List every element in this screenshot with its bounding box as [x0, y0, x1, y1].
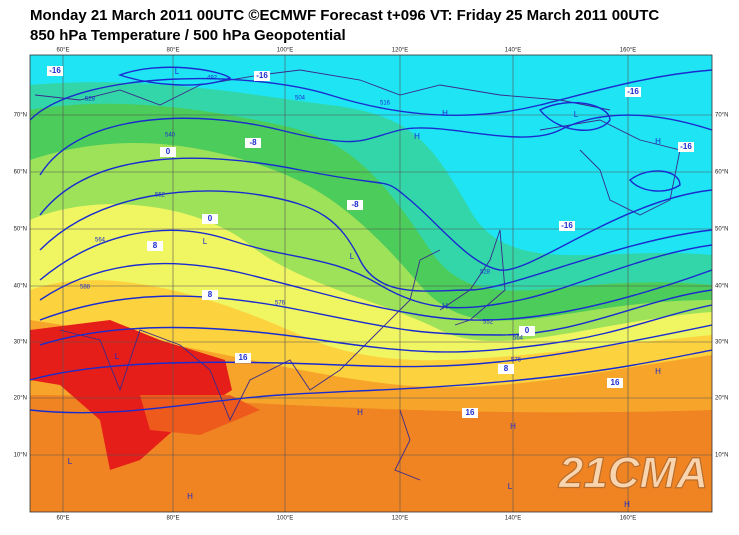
lat-label: 60°N	[715, 170, 728, 176]
temperature-label-box	[607, 378, 623, 388]
lat-label: 20°N	[14, 396, 27, 402]
temperature-label-box	[202, 214, 218, 224]
temperature-label: 16	[239, 353, 248, 362]
temperature-label: -16	[561, 221, 573, 230]
pressure-center: H	[357, 408, 363, 417]
temperature-label-box	[347, 200, 363, 210]
geopotential-label: 540	[165, 133, 176, 139]
pressure-center: L	[68, 457, 73, 466]
lat-label: 60°N	[14, 170, 27, 176]
lon-label: 160°E	[620, 516, 636, 522]
geopotential-label: 504	[295, 96, 306, 102]
temperature-label-box	[235, 353, 251, 363]
pressure-center: H	[187, 492, 193, 501]
lon-label: 140°E	[505, 48, 521, 54]
geopotential-label: 588	[80, 285, 91, 291]
lat-label: 30°N	[715, 340, 728, 346]
temperature-label: -16	[627, 87, 639, 96]
temperature-label: 8	[208, 290, 213, 299]
temperature-label-box	[254, 71, 270, 81]
pressure-center: L	[350, 252, 355, 261]
lat-label: 70°N	[715, 113, 728, 119]
contours	[30, 66, 712, 414]
lat-label: 50°N	[715, 227, 728, 233]
pressure-center: L	[574, 110, 579, 119]
geopotential-label: 564	[95, 238, 106, 244]
temperature-label-box	[559, 221, 575, 231]
temperature-label-box	[519, 326, 535, 336]
geopotential-label: 516	[380, 101, 391, 107]
geopotential-label: 528	[85, 97, 96, 103]
pressure-center: H	[655, 137, 661, 146]
pressure-center: H	[624, 500, 630, 509]
geopotential-label: 576	[275, 301, 286, 307]
temperature-label: 16	[611, 378, 620, 387]
temperature-label: -16	[256, 71, 268, 80]
temperature-label-box	[160, 147, 176, 157]
lat-label: 10°N	[14, 453, 27, 459]
pressure-center: H	[655, 367, 661, 376]
lon-label: 100°E	[277, 516, 293, 522]
temperature-label-box	[625, 87, 641, 97]
temperature-label: -8	[351, 200, 359, 209]
geopotential-label: 528	[480, 270, 491, 276]
watermark: 21CMA	[558, 449, 708, 498]
geopotential-label: 564	[513, 336, 524, 342]
lat-label: 70°N	[14, 113, 27, 119]
lon-label: 60°E	[56, 516, 69, 522]
pressure-center: L	[175, 67, 180, 76]
lat-label: 40°N	[715, 284, 728, 290]
geopotential-label: 552	[483, 320, 494, 326]
lon-label: 160°E	[620, 48, 636, 54]
temperature-label: 8	[504, 364, 509, 373]
temperature-label: -16	[49, 66, 61, 75]
lat-label: 20°N	[715, 396, 728, 402]
pressure-center: L	[203, 237, 208, 246]
temperature-label: -16	[680, 142, 692, 151]
labels: 60°E 60°E 80°E 80°E 100°E 100°E 120°E 120°E 140°…	[14, 48, 729, 522]
pressure-center: H	[510, 422, 516, 431]
lat-label: 10°N	[715, 453, 728, 459]
lon-label: 100°E	[277, 48, 293, 54]
pressure-center: L	[115, 352, 120, 361]
map-frame	[29, 54, 713, 513]
pressure-center: L	[508, 482, 513, 491]
lon-label: 120°E	[392, 48, 408, 54]
pressure-center: H	[442, 109, 448, 118]
temperature-label-box	[202, 290, 218, 300]
temperature-label: 16	[466, 408, 475, 417]
lon-label: 80°E	[166, 48, 179, 54]
lat-label: 40°N	[14, 284, 27, 290]
temperature-label: 0	[166, 147, 171, 156]
lat-label: 30°N	[14, 340, 27, 346]
pressure-center: H	[442, 302, 448, 311]
temperature-label: 0	[208, 214, 213, 223]
pressure-center: H	[414, 132, 420, 141]
lon-label: 60°E	[56, 48, 69, 54]
temperature-label-box	[245, 138, 261, 148]
temperature-label-box	[47, 66, 63, 76]
title: Monday 21 March 2011 00UTC ©ECMWF Foreca…	[30, 7, 659, 24]
subtitle: 850 hPa Temperature / 500 hPa Geopotenti…	[30, 27, 346, 44]
lat-label: 50°N	[14, 227, 27, 233]
temperature-label: 8	[153, 241, 158, 250]
lon-label: 140°E	[505, 516, 521, 522]
lon-label: 80°E	[166, 516, 179, 522]
geopotential-label: 576	[511, 358, 522, 364]
temperature-label-box	[498, 364, 514, 374]
geopotential-label: 552	[155, 193, 166, 199]
temperature-label-box	[462, 408, 478, 418]
temperature-label: 0	[525, 326, 530, 335]
temperature-label-box	[678, 142, 694, 152]
temperature-label-box	[147, 241, 163, 251]
map-area	[30, 55, 712, 512]
temperature-label: -8	[249, 138, 257, 147]
geopotential-label: 492	[207, 76, 218, 82]
lon-label: 120°E	[392, 516, 408, 522]
